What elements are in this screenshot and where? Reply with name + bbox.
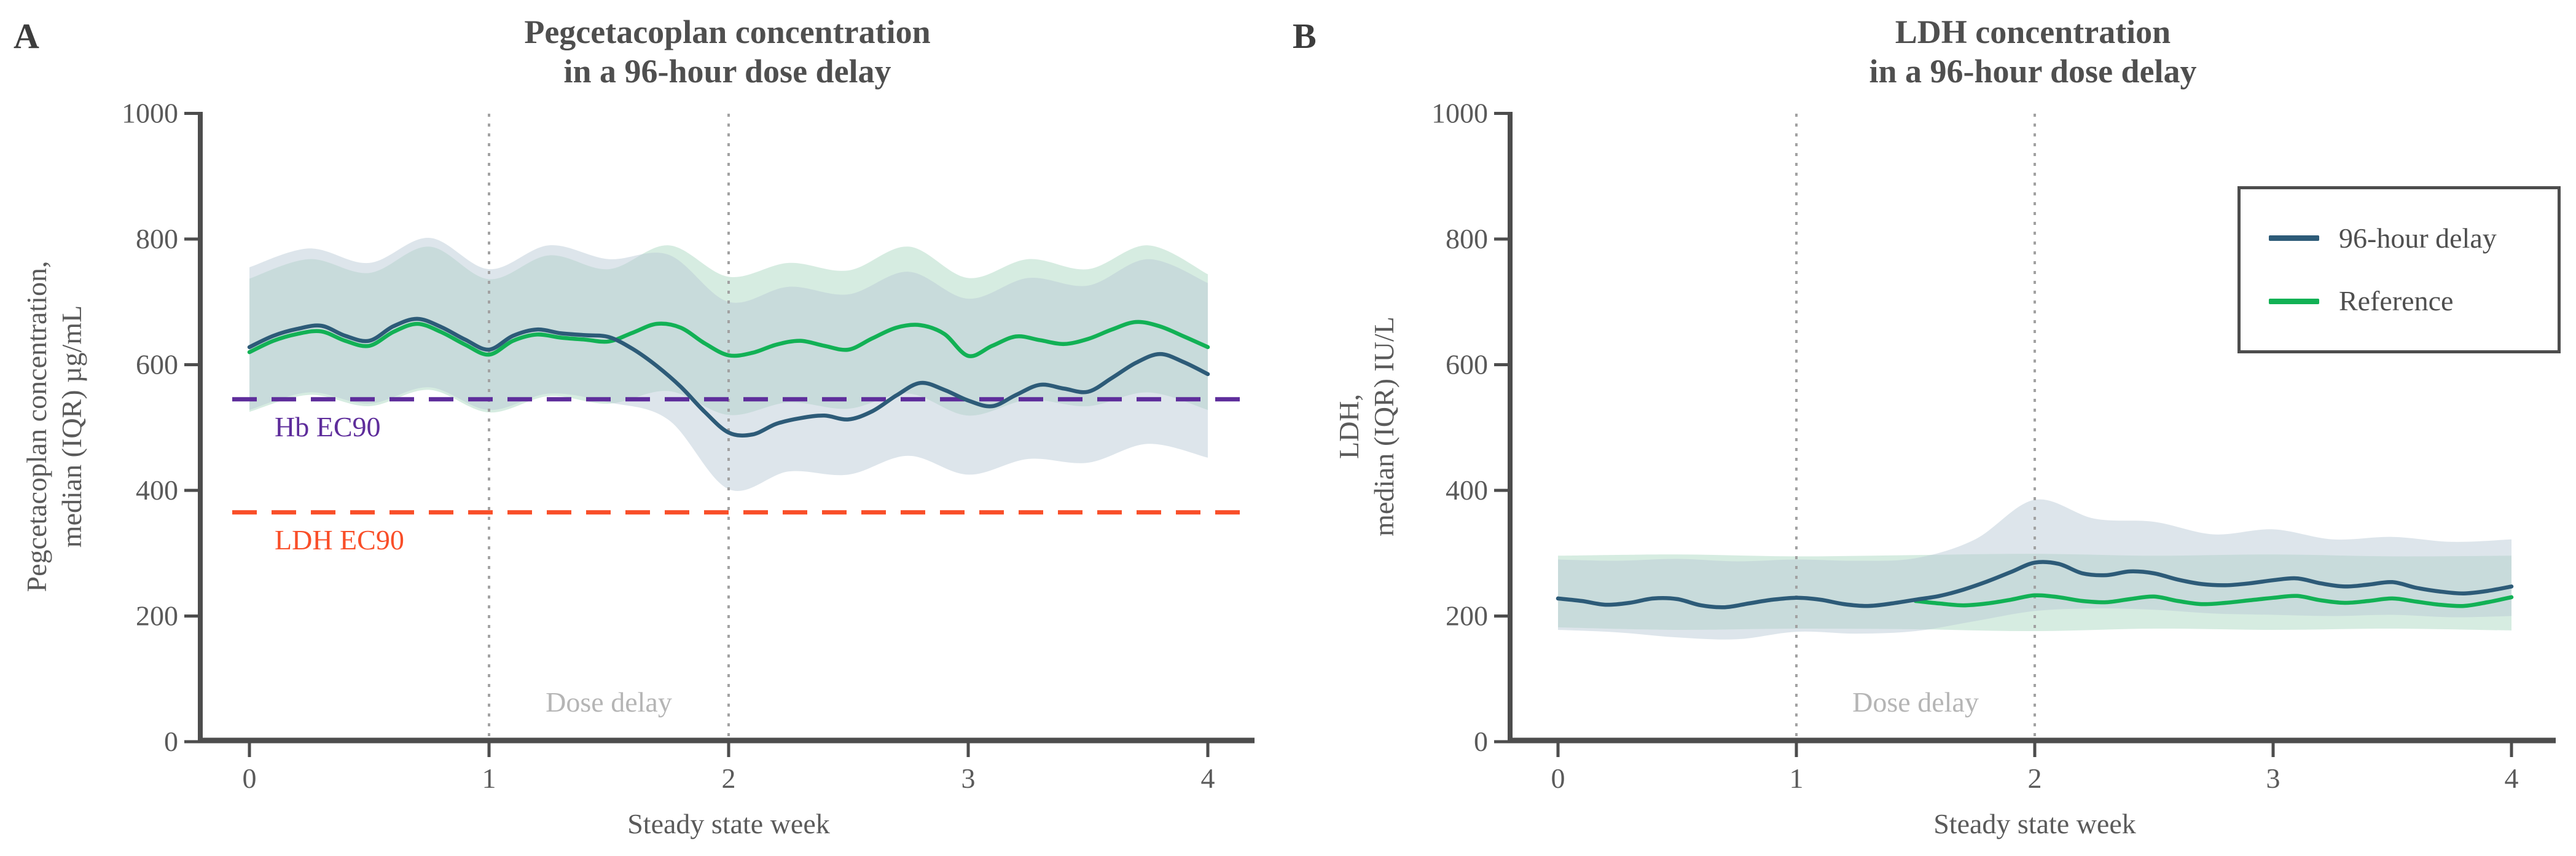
median-line-reference (247, 320, 1210, 358)
delay-line-swatch (2269, 235, 2319, 241)
legend-entry-reference: Reference (2269, 287, 2558, 315)
x-tick-label: 3 (961, 763, 976, 794)
y-tick-label: 800 (136, 223, 178, 254)
x-tick-label: 1 (482, 763, 496, 794)
y-tick-label: 400 (136, 474, 178, 506)
y-tick-label: 400 (1446, 474, 1488, 506)
panel-b-plot: 0 200 400 600 800 1000 0 1 2 3 4 (1431, 98, 2556, 794)
legend-entry-delay: 96-hour delay (2269, 224, 2558, 253)
panel-a-letter: A (14, 16, 39, 56)
panel-b-y-axis-title: LDH, median (IQR) IU/L (1331, 316, 1401, 536)
panel-b-title-line1: LDH concentration (1895, 14, 2171, 50)
reference-line-swatch (2269, 298, 2319, 304)
y-tick-label: 200 (1446, 600, 1488, 632)
legend: 96-hour delay Reference (2237, 186, 2561, 353)
legend-entry-delay-label: 96-hour delay (2339, 222, 2497, 254)
median-line-delay (247, 316, 1210, 438)
panel-a-x-axis-title: Steady state week (627, 808, 830, 839)
x-tick-label: 0 (1551, 763, 1565, 794)
legend-entry-reference-label: Reference (2339, 285, 2454, 317)
panel-a-y-axis-title-line2: median (IQR) µg/mL (56, 305, 87, 548)
panel-a-y-axis-title: Pegcetacoplan concentration, median (IQR… (19, 261, 89, 592)
panel-a-y-axis-title-line1: Pegcetacoplan concentration, (21, 261, 52, 592)
panel-b-x-axis-title: Steady state week (1933, 808, 2136, 839)
y-tick-label: 600 (136, 349, 178, 380)
y-tick-label: 0 (1474, 726, 1488, 757)
y-tick-label: 200 (136, 600, 178, 632)
median-line-delay (1556, 560, 2514, 610)
panel-a-title-line1: Pegcetacoplan concentration (524, 14, 931, 50)
iqr-band-delay (1558, 499, 2511, 640)
x-tick-label: 4 (1201, 763, 1215, 794)
panel-b-title: LDH concentration in a 96-hour dose dela… (1511, 12, 2555, 91)
iqr-band-reference (1558, 554, 2511, 632)
panel-a-title-line2: in a 96-hour dose delay (563, 53, 891, 90)
y-tick-label: 0 (164, 726, 178, 757)
y-tick-label: 1000 (122, 98, 178, 129)
x-tick-label: 3 (2266, 763, 2280, 794)
median-line-reference (1913, 593, 2514, 608)
panel-b-dose-delay-annotation: Dose delay (1852, 686, 1979, 718)
panel-b-letter: B (1293, 16, 1317, 56)
x-tick-label: 2 (2028, 763, 2042, 794)
hb-ec90-annotation: Hb EC90 (275, 411, 381, 442)
panel-a-title: Pegcetacoplan concentration in a 96-hour… (205, 12, 1250, 91)
y-tick-label: 600 (1446, 349, 1488, 380)
panel-a-plot: 0 200 400 600 800 1000 0 1 2 3 4 (122, 98, 1255, 794)
panel-b-y-axis-title-line1: LDH, (1333, 393, 1364, 460)
y-tick-label: 800 (1446, 223, 1488, 254)
y-tick-label: 1000 (1431, 98, 1488, 129)
panel-b-title-line2: in a 96-hour dose delay (1869, 53, 2197, 90)
x-tick-label: 2 (722, 763, 736, 794)
x-tick-label: 4 (2505, 763, 2519, 794)
panel-b-y-axis-title-line2: median (IQR) IU/L (1368, 316, 1400, 536)
x-tick-label: 0 (243, 763, 257, 794)
panel-a-dose-delay-annotation: Dose delay (546, 686, 672, 718)
x-tick-label: 1 (1790, 763, 1804, 794)
ldh-ec90-annotation: LDH EC90 (275, 524, 404, 556)
